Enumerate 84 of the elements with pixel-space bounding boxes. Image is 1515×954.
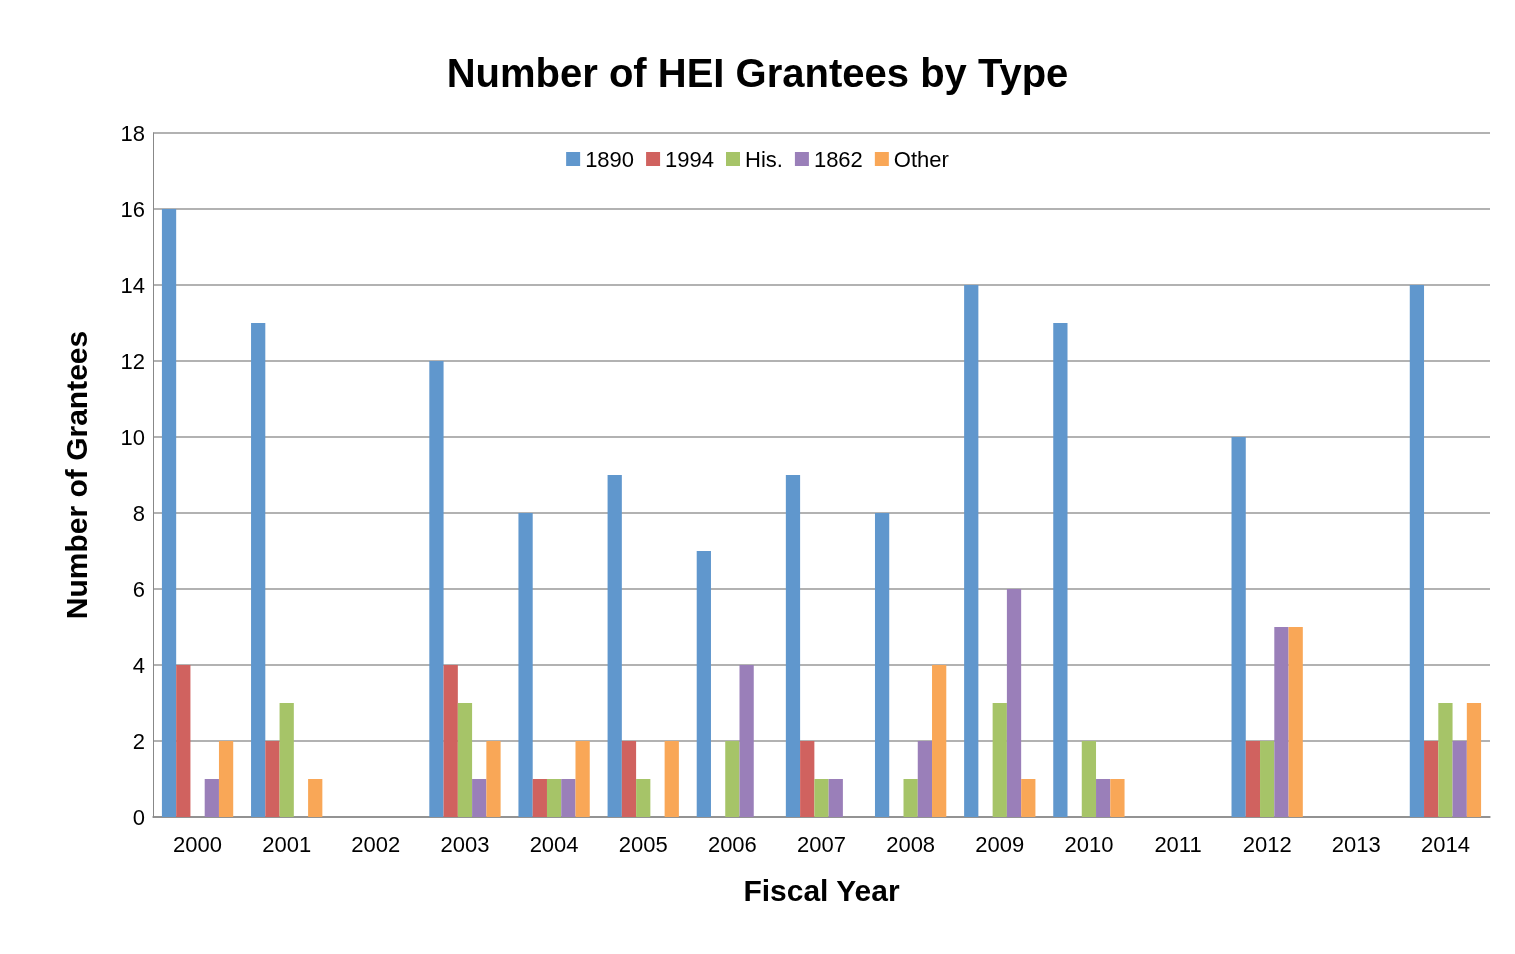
bar [279, 703, 294, 817]
legend-label: 1994 [665, 146, 715, 172]
bar [532, 779, 547, 817]
legend-label: 1890 [585, 146, 635, 172]
y-tick-label: 14 [120, 272, 145, 298]
bar [457, 703, 473, 817]
legend-label: 1862 [813, 146, 863, 172]
bar [1438, 703, 1453, 817]
bar [1021, 779, 1036, 817]
bar [828, 779, 843, 817]
bar [1260, 741, 1275, 817]
y-tick-label: 0 [132, 804, 145, 830]
y-tick-label: 4 [132, 652, 145, 678]
x-axis-title: Fiscal Year [743, 873, 900, 907]
bar [1006, 589, 1022, 817]
bar [814, 779, 829, 817]
x-tick-label: 2013 [1331, 831, 1381, 857]
bar [1274, 627, 1289, 817]
y-tick-label: 10 [120, 424, 145, 450]
y-tick-label: 2 [132, 728, 145, 754]
bar [607, 475, 622, 817]
bar [800, 741, 815, 817]
bar [443, 665, 458, 817]
bar [1409, 285, 1425, 817]
bar [265, 741, 280, 817]
bar [1081, 741, 1097, 817]
bar [1231, 437, 1246, 817]
bar [1053, 323, 1068, 817]
x-tick-label: 2003 [440, 831, 490, 857]
bar [874, 513, 890, 817]
x-tick-label: 2014 [1420, 831, 1470, 857]
x-tick-label: 2011 [1154, 831, 1202, 857]
bar [472, 779, 487, 817]
x-tick-label: 2008 [886, 831, 936, 857]
x-tick-label: 2010 [1064, 831, 1114, 857]
bar [546, 779, 562, 817]
bar [218, 741, 234, 817]
bar [575, 741, 590, 817]
bar [932, 665, 947, 817]
bar [964, 285, 979, 817]
bar [725, 741, 740, 817]
y-tick-label: 6 [132, 576, 145, 602]
x-tick-label: 2001 [262, 831, 312, 857]
bar [785, 475, 801, 817]
bar [308, 779, 323, 817]
x-tick-label: 2005 [618, 831, 668, 857]
bar [1452, 741, 1467, 817]
bar [1245, 741, 1261, 817]
y-axis-title: Number of Grantees [59, 330, 93, 620]
y-tick-label: 18 [120, 120, 145, 146]
bar [1466, 703, 1482, 817]
bar [636, 779, 651, 817]
x-tick-label: 2006 [707, 831, 757, 857]
bar [518, 513, 533, 817]
bar [664, 741, 679, 817]
y-tick-label: 8 [132, 500, 145, 526]
bar [621, 741, 637, 817]
chart-title: Number of HEI Grantees by Type [446, 51, 1069, 95]
bar [1096, 779, 1111, 817]
bar [429, 361, 444, 817]
x-tick-label: 2009 [975, 831, 1025, 857]
bar [561, 779, 576, 817]
x-tick-label: 2002 [351, 831, 401, 857]
bar [992, 703, 1007, 817]
bar [1288, 627, 1303, 817]
x-tick-label: 2004 [529, 831, 579, 857]
bar [1424, 741, 1439, 817]
x-tick-label: 2012 [1242, 831, 1292, 857]
y-tick-label: 12 [120, 348, 145, 374]
bar [903, 779, 918, 817]
bar [696, 551, 711, 817]
legend-label: His. [745, 146, 783, 172]
bar [176, 665, 191, 817]
x-tick-label: 2007 [797, 831, 846, 857]
bar [161, 209, 177, 817]
x-tick-label: 2000 [173, 831, 223, 857]
bar [486, 741, 501, 817]
bar [251, 323, 266, 817]
y-tick-label: 16 [120, 196, 145, 222]
bar [739, 665, 754, 817]
bar [917, 741, 933, 817]
bar [204, 779, 219, 817]
bar [1110, 779, 1125, 817]
legend-label: Other [893, 146, 949, 172]
